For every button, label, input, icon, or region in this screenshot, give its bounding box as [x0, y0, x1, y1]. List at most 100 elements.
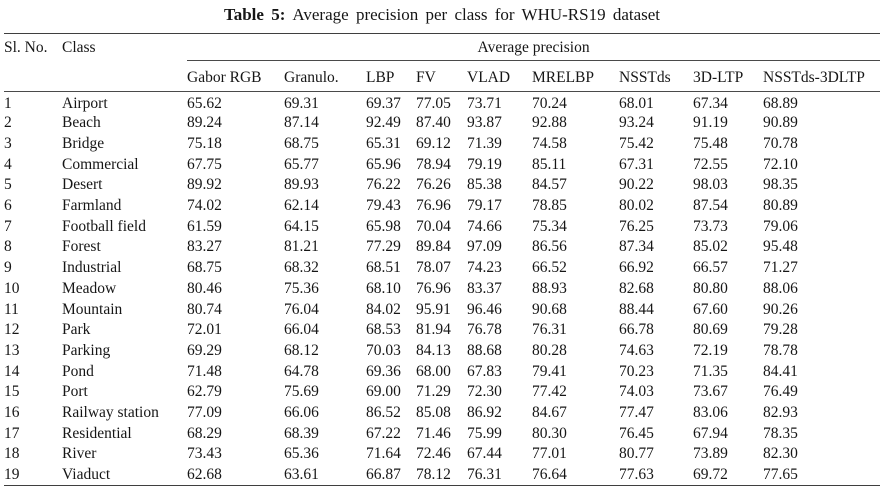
- cell-value: 80.69: [693, 321, 728, 339]
- cell-value: 64.15: [284, 217, 319, 235]
- cell-class: River: [62, 445, 97, 463]
- cell-sl-no: 7: [4, 217, 12, 235]
- cell-value: 80.46: [187, 279, 222, 297]
- cell-sl-no: 19: [4, 465, 20, 483]
- cell-value: 68.12: [284, 341, 319, 359]
- cell-value: 85.38: [467, 176, 502, 194]
- cell-value: 83.27: [187, 238, 222, 256]
- cell-value: 69.31: [284, 95, 319, 112]
- cell-value: 69.12: [416, 135, 451, 153]
- cell-value: 72.19: [693, 341, 728, 359]
- header-method-granulo: Granulo.: [284, 68, 339, 86]
- table-caption: Table 5: Average precision per class for …: [0, 0, 884, 25]
- cell-value: 89.24: [187, 114, 222, 132]
- cell-value: 80.28: [532, 341, 567, 359]
- table-caption-text: Average precision per class for WHU-RS19…: [292, 5, 661, 24]
- cell-value: 74.02: [187, 197, 222, 215]
- cell-value: 87.40: [416, 114, 451, 132]
- cell-class: Beach: [62, 114, 101, 132]
- cell-value: 76.45: [619, 424, 654, 442]
- cell-value: 80.89: [763, 197, 798, 215]
- cell-value: 68.75: [284, 135, 319, 153]
- table-row: 8 Forest 83.27 81.21 77.29 89.84 97.09 86.56 87.…: [4, 237, 880, 258]
- cell-value: 85.08: [416, 403, 451, 421]
- cell-value: 77.42: [532, 383, 567, 401]
- cell-value: 76.64: [532, 465, 567, 483]
- cell-value: 77.01: [532, 445, 567, 463]
- cell-sl-no: 13: [4, 341, 20, 359]
- cell-value: 65.77: [284, 155, 319, 173]
- cell-value: 88.44: [619, 300, 654, 318]
- cell-value: 72.30: [467, 383, 502, 401]
- cell-value: 72.46: [416, 445, 451, 463]
- cell-class: Desert: [62, 176, 103, 194]
- cell-value: 68.39: [284, 424, 319, 442]
- cell-value: 65.98: [366, 217, 401, 235]
- cell-value: 78.85: [532, 197, 567, 215]
- cell-value: 80.77: [619, 445, 654, 463]
- cell-value: 68.75: [187, 259, 222, 277]
- cell-value: 85.11: [532, 155, 567, 173]
- cell-class: Port: [62, 383, 88, 401]
- table-row: 3 Bridge 75.18 68.75 65.31 69.12 71.39 74.58 75.…: [4, 134, 880, 155]
- cell-value: 74.66: [467, 217, 502, 235]
- cell-value: 75.69: [284, 383, 319, 401]
- cell-value: 76.49: [763, 383, 798, 401]
- cell-value: 77.29: [366, 238, 401, 256]
- cell-class: Viaduct: [62, 465, 111, 483]
- cell-sl-no: 16: [4, 403, 20, 421]
- header-method-fv: FV: [416, 68, 436, 86]
- cell-sl-no: 18: [4, 445, 20, 463]
- cell-value: 64.78: [284, 362, 319, 380]
- cell-value: 78.07: [416, 259, 451, 277]
- cell-value: 70.24: [532, 95, 567, 112]
- cell-class: Park: [62, 321, 91, 339]
- cell-value: 65.36: [284, 445, 319, 463]
- cell-value: 67.44: [467, 445, 502, 463]
- cell-value: 76.96: [416, 279, 451, 297]
- cell-value: 67.31: [619, 155, 654, 173]
- table-row: 4 Commercial 67.75 65.77 65.96 78.94 79.19 85.1…: [4, 154, 880, 175]
- cell-value: 71.29: [416, 383, 451, 401]
- table-row: 9 Industrial 68.75 68.32 68.51 78.07 74.23 66.5…: [4, 258, 880, 279]
- cell-value: 79.28: [763, 321, 798, 339]
- cell-value: 76.78: [467, 321, 502, 339]
- cell-sl-no: 8: [4, 238, 12, 256]
- cell-sl-no: 17: [4, 424, 20, 442]
- cell-value: 90.68: [532, 300, 567, 318]
- cell-value: 68.89: [763, 95, 798, 112]
- cell-value: 68.53: [366, 321, 401, 339]
- cell-value: 93.24: [619, 114, 654, 132]
- table-row: 15 Port 62.79 75.69 69.00 71.29 72.30 77.42 74.0…: [4, 382, 880, 403]
- header-method-lbp: LBP: [366, 68, 395, 86]
- cell-value: 67.34: [693, 95, 728, 112]
- cell-value: 88.68: [467, 341, 502, 359]
- header-method-vlad: VLAD: [467, 68, 511, 86]
- cell-value: 84.57: [532, 176, 567, 194]
- cell-value: 74.63: [619, 341, 654, 359]
- cell-value: 79.19: [467, 155, 502, 173]
- cell-value: 82.93: [763, 403, 798, 421]
- cell-value: 81.21: [284, 238, 319, 256]
- cell-value: 80.74: [187, 300, 222, 318]
- cell-class: Industrial: [62, 259, 122, 277]
- cell-value: 79.41: [532, 362, 567, 380]
- cell-value: 78.94: [416, 155, 451, 173]
- table-row: 2 Beach 89.24 87.14 92.49 87.40 93.87 92.88 93.2…: [4, 113, 880, 134]
- cell-value: 84.02: [366, 300, 401, 318]
- cell-value: 75.36: [284, 279, 319, 297]
- cell-value: 67.60: [693, 300, 728, 318]
- cell-value: 76.22: [366, 176, 401, 194]
- cell-value: 83.06: [693, 403, 728, 421]
- cell-value: 70.23: [619, 362, 654, 380]
- cell-value: 95.91: [416, 300, 451, 318]
- cell-class: Mountain: [62, 300, 123, 318]
- cell-value: 69.36: [366, 362, 401, 380]
- cell-value: 66.06: [284, 403, 319, 421]
- cell-class: Farmland: [62, 197, 122, 215]
- cell-value: 75.34: [532, 217, 567, 235]
- cell-value: 98.03: [693, 176, 728, 194]
- header-method-nsstds-3dltp: NSSTds-3DLTP: [763, 68, 865, 86]
- cell-value: 88.06: [763, 279, 798, 297]
- cell-value: 84.41: [763, 362, 798, 380]
